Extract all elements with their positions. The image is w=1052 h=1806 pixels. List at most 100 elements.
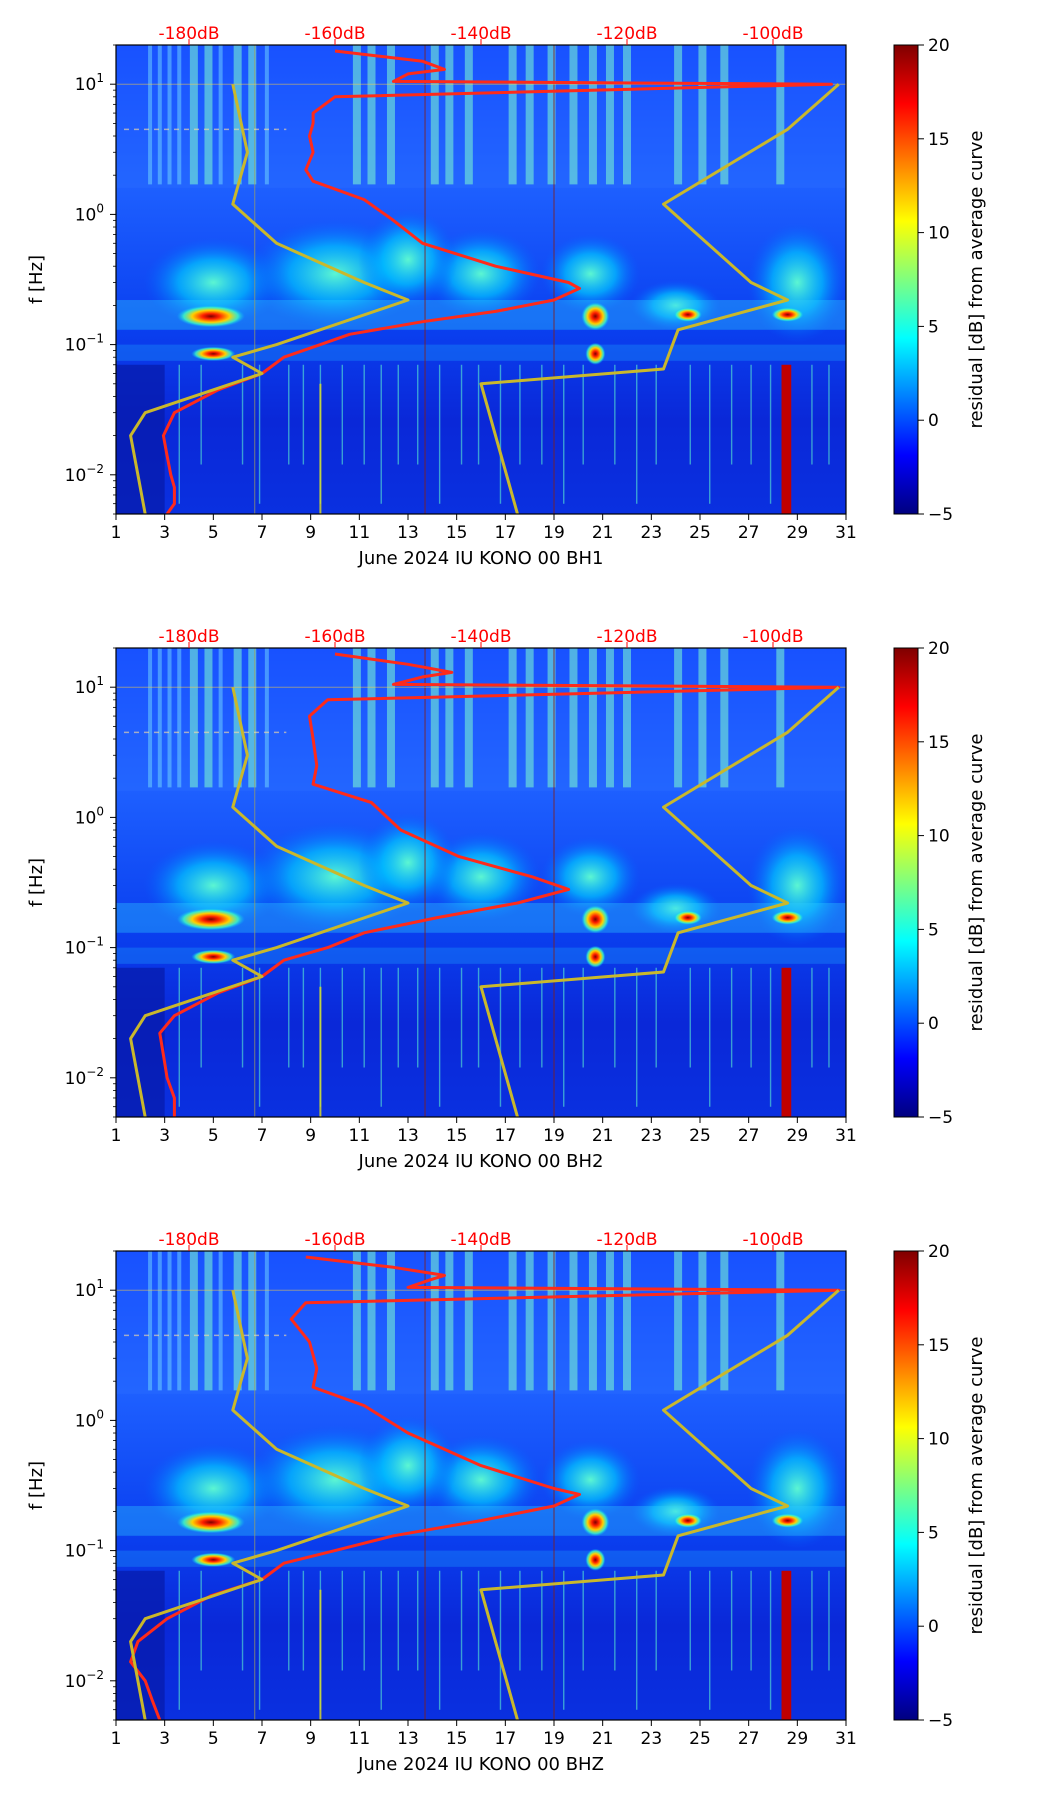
x-tick-label: 5 [208, 1126, 219, 1146]
hotspot [771, 307, 804, 322]
y-tick-base: 10 [65, 939, 87, 959]
colorbar-tick-label: 15 [928, 130, 950, 150]
noise-stripe [367, 648, 376, 788]
noise-stripe [569, 1251, 578, 1391]
colorbar: 20 15 10 5 0 −5 residual [dB] from average cur… [893, 1242, 987, 1731]
colorbar-tick-label: 20 [928, 1242, 950, 1262]
colorbar-tick-label: 0 [928, 1014, 939, 1034]
low-noise-model-curve [129, 686, 410, 1117]
y-tick-base: 10 [75, 678, 97, 698]
x-tick-label: 17 [495, 1126, 517, 1146]
x-tick-label: 27 [738, 523, 760, 543]
secondary-microseism-band [116, 1550, 846, 1567]
y-tick-exponent: 0 [96, 201, 104, 215]
hotspot [585, 342, 606, 365]
noise-stripe [248, 648, 257, 788]
noise-stripe [547, 1251, 556, 1391]
energy-patch [540, 836, 641, 917]
x-tick-label: 11 [349, 1729, 371, 1749]
noise-stripe [167, 45, 172, 185]
spectrogram-panel-1: 1 3 5 7 9 11 13 15 17 19 21 23 25 27 29 31-180dB -160dB -… [26, 24, 987, 569]
noise-stripe [508, 45, 517, 185]
noise-stripe [218, 1251, 223, 1391]
x-tick-label: 29 [787, 1126, 809, 1146]
plot-area [116, 1251, 846, 1720]
x-tick-label: 23 [641, 1729, 663, 1749]
y-tick-base: 10 [65, 1542, 87, 1562]
y-tick-exponent: −2 [86, 462, 104, 476]
top-db-tick-label: -180dB [158, 24, 219, 44]
x-tick-label: 15 [446, 1729, 468, 1749]
noise-stripe [674, 45, 683, 185]
y-tick-base: 10 [75, 1281, 97, 1301]
y-axis-label: f [Hz] [26, 1461, 47, 1510]
y-tick-exponent: 0 [96, 804, 104, 818]
colorbar-tick-label: 10 [928, 1430, 950, 1450]
hotspot [176, 1511, 245, 1534]
colorbar-tick-label: −5 [928, 1711, 953, 1731]
y-tick-exponent: 1 [96, 674, 104, 688]
noise-stripe [445, 1251, 454, 1391]
noise-stripe [204, 648, 213, 788]
y-tick-base: 10 [65, 1672, 87, 1692]
high-noise-model-curve [479, 83, 840, 514]
hotspot [673, 910, 702, 925]
y-tick-label: 10−2 [65, 1065, 104, 1089]
top-db-tick-label: -160dB [304, 627, 365, 647]
average-psd-curve [158, 652, 841, 1117]
y-tick-exponent: 0 [96, 1407, 104, 1421]
noise-stripe [605, 1251, 614, 1391]
noise-stripe [189, 648, 198, 788]
x-tick-label: 21 [592, 523, 614, 543]
noise-stripe [720, 648, 729, 788]
x-tick-label: 9 [305, 523, 316, 543]
hotspot [176, 908, 245, 931]
low-noise-model-curve [129, 83, 410, 514]
noise-stripe [623, 1251, 631, 1391]
noise-stripe [352, 648, 361, 788]
x-tick-label: 27 [738, 1126, 760, 1146]
noise-stripe [233, 45, 242, 185]
noise-stripe [588, 1251, 597, 1391]
y-tick-base: 10 [75, 75, 97, 95]
noise-stripe [776, 648, 785, 788]
x-tick-label: 13 [397, 1729, 419, 1749]
y-tick-exponent: −1 [86, 935, 104, 949]
strong-event-streak [781, 364, 792, 514]
x-tick-label: 25 [689, 523, 711, 543]
noise-stripe [623, 648, 631, 788]
colorbar-gradient [893, 44, 919, 515]
noise-stripe [698, 648, 707, 788]
noise-stripe [464, 1251, 473, 1391]
energy-patch [747, 222, 846, 343]
y-tick-exponent: −2 [86, 1668, 104, 1682]
colorbar-tick-label: 5 [928, 1523, 939, 1543]
colorbar-tick-label: 10 [928, 827, 950, 847]
noise-stripe [148, 648, 153, 788]
noise-stripe [248, 45, 257, 185]
noise-stripe [430, 648, 439, 788]
x-tick-label: 23 [641, 1126, 663, 1146]
y-tick-base: 10 [75, 808, 97, 828]
noise-stripe [189, 1251, 198, 1391]
average-psd-curve [129, 1255, 841, 1720]
colorbar: 20 15 10 5 0 −5 residual [dB] from average cur… [893, 36, 987, 525]
noise-stripe [547, 45, 556, 185]
noise-stripe [177, 45, 182, 185]
colorbar-tick-label: 0 [928, 1617, 939, 1637]
colorbar-tick-label: 20 [928, 36, 950, 56]
noise-stripe [605, 45, 614, 185]
hotspot [581, 302, 610, 331]
noise-stripe [157, 1251, 162, 1391]
y-tick-label: 10−1 [65, 1538, 104, 1562]
noise-stripe [167, 1251, 172, 1391]
x-tick-label: 19 [543, 1126, 565, 1146]
top-db-tick-label: -160dB [304, 1230, 365, 1250]
noise-stripe [776, 1251, 785, 1391]
noise-stripe [430, 1251, 439, 1391]
hotspot [771, 910, 804, 925]
y-tick-label: 100 [75, 1407, 104, 1431]
noise-stripe [148, 1251, 153, 1391]
x-tick-label: 31 [835, 1729, 857, 1749]
